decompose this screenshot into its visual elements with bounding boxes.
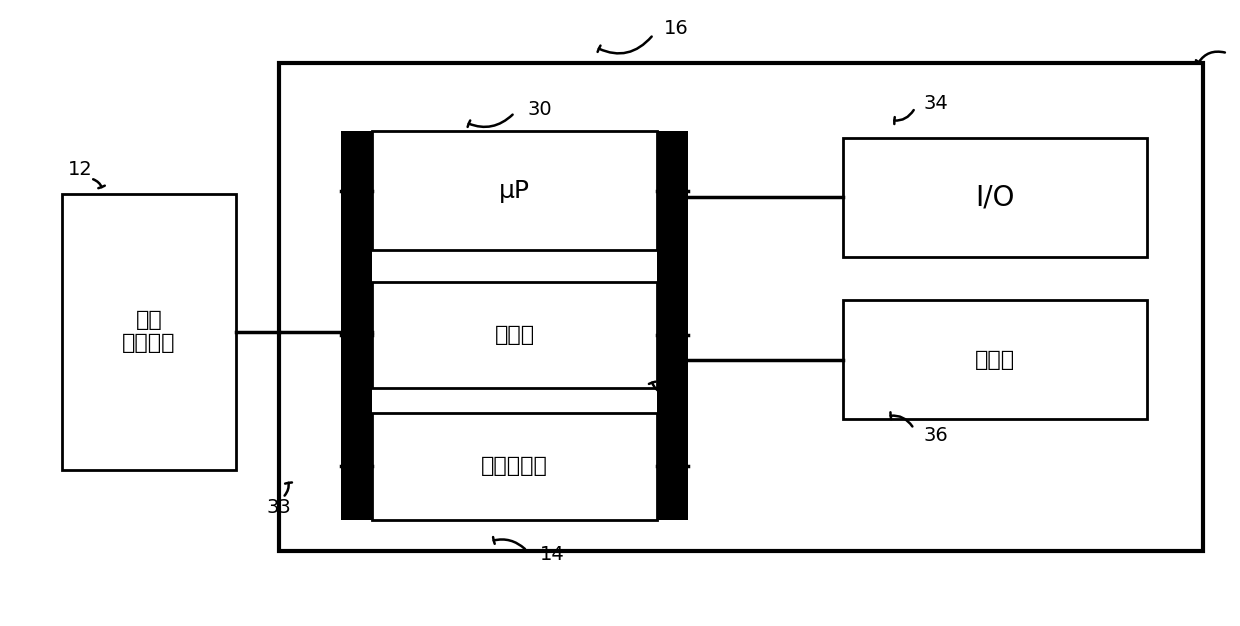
Text: 12: 12	[68, 160, 93, 178]
Bar	[62, 194, 236, 470]
Text: 存储器: 存储器	[495, 325, 534, 345]
Text: μP: μP	[498, 179, 531, 203]
Text: 显示器: 显示器	[975, 350, 1016, 370]
Bar	[279, 63, 1203, 551]
Bar	[657, 131, 688, 520]
Bar	[843, 138, 1147, 257]
Text: 16: 16	[663, 19, 688, 38]
Text: 33: 33	[267, 498, 291, 516]
Text: 34: 34	[924, 94, 949, 113]
Text: 36: 36	[924, 426, 949, 444]
Text: 能量
施加装置: 能量 施加装置	[122, 310, 176, 354]
Text: 脉冲发生器: 脉冲发生器	[481, 456, 548, 476]
Text: I/O: I/O	[976, 183, 1014, 211]
Text: 14: 14	[539, 545, 564, 563]
Bar	[372, 131, 657, 250]
Bar	[372, 413, 657, 520]
Bar	[341, 131, 372, 520]
Text: 30: 30	[527, 100, 552, 119]
Bar	[372, 282, 657, 388]
Bar	[843, 300, 1147, 419]
Text: 32: 32	[663, 394, 688, 413]
